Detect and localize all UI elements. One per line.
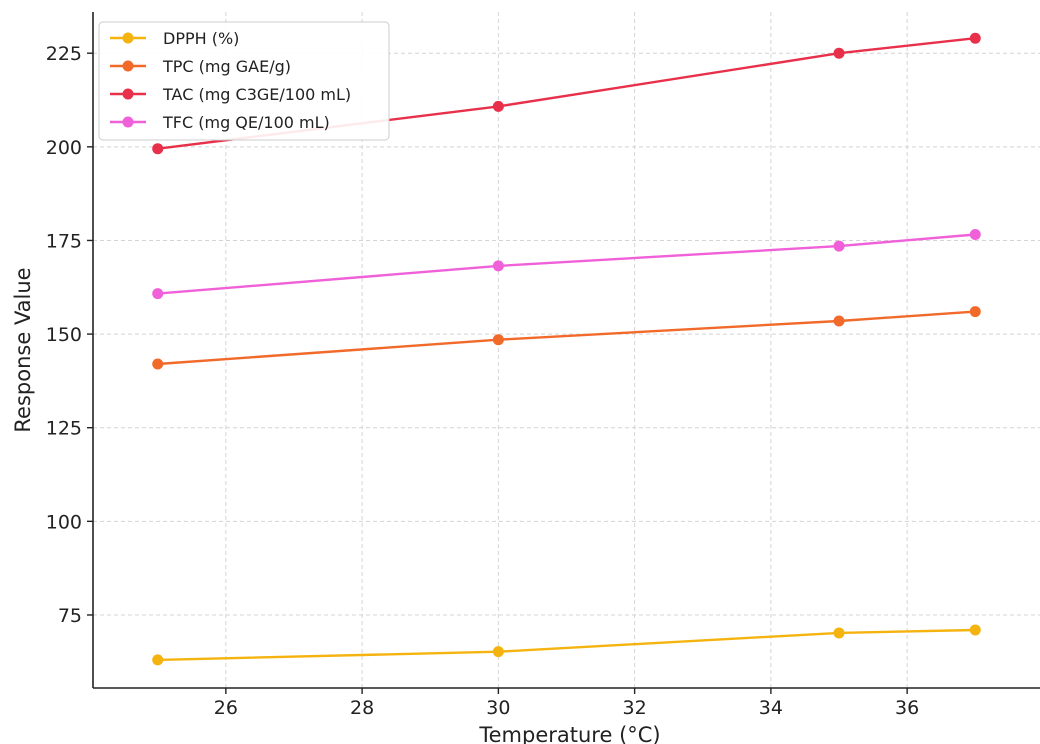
series-0 xyxy=(152,624,981,666)
x-tick-label: 36 xyxy=(895,697,919,719)
data-point xyxy=(833,47,845,59)
axes xyxy=(92,12,1040,689)
legend-item: DPPH (%) xyxy=(110,29,239,48)
y-tick-label: 75 xyxy=(58,605,82,627)
legend-marker xyxy=(122,116,134,128)
x-tick-label: 34 xyxy=(759,697,783,719)
y-tick-label: 150 xyxy=(46,324,82,346)
series-1 xyxy=(152,306,981,370)
y-tick-label: 175 xyxy=(46,230,82,252)
x-axis-label: Temperature (°C) xyxy=(478,723,660,744)
data-point xyxy=(152,143,164,155)
series-line xyxy=(157,628,976,662)
legend-label: TFC (mg QE/100 mL) xyxy=(162,113,330,132)
legend: DPPH (%) TPC (mg GAE/g) TAC (mg C3GE/100 m… xyxy=(98,21,390,141)
data-point xyxy=(152,358,164,370)
data-point xyxy=(969,624,981,636)
series-3 xyxy=(152,228,981,300)
ticks: 26 28 30 32 34 36 75 100 125 150 175 200 225 xyxy=(46,43,920,719)
x-tick-label: 26 xyxy=(214,697,238,719)
series-layer xyxy=(152,32,981,666)
data-point xyxy=(492,100,504,112)
y-tick-label: 200 xyxy=(46,137,82,159)
x-tick-label: 30 xyxy=(486,697,510,719)
legend-item: TPC (mg GAE/g) xyxy=(110,57,291,76)
legend-box xyxy=(98,21,390,141)
legend-marker xyxy=(122,60,134,72)
y-tick-label: 100 xyxy=(46,511,82,533)
data-point xyxy=(152,288,164,300)
x-tick-label: 28 xyxy=(350,697,374,719)
data-point xyxy=(969,32,981,44)
series-line xyxy=(157,233,976,295)
data-point xyxy=(152,654,164,666)
legend-item: TFC (mg QE/100 mL) xyxy=(110,113,330,132)
legend-item: TAC (mg C3GE/100 mL) xyxy=(110,85,351,104)
y-tick-label: 225 xyxy=(46,43,82,65)
series-line xyxy=(157,310,976,366)
data-point xyxy=(833,315,845,327)
legend-marker xyxy=(122,32,134,44)
data-point xyxy=(492,260,504,272)
data-point xyxy=(833,627,845,639)
legend-label: TAC (mg C3GE/100 mL) xyxy=(162,85,351,104)
y-axis-label: Response Value xyxy=(11,267,35,432)
x-tick-label: 32 xyxy=(623,697,647,719)
y-tick-label: 125 xyxy=(46,418,82,440)
legend-label: TPC (mg GAE/g) xyxy=(162,57,291,76)
data-point xyxy=(969,228,981,240)
data-point xyxy=(492,334,504,346)
data-point xyxy=(969,306,981,318)
data-point xyxy=(492,646,504,658)
legend-label: DPPH (%) xyxy=(163,29,239,48)
legend-marker xyxy=(122,88,134,100)
data-point xyxy=(833,240,845,252)
